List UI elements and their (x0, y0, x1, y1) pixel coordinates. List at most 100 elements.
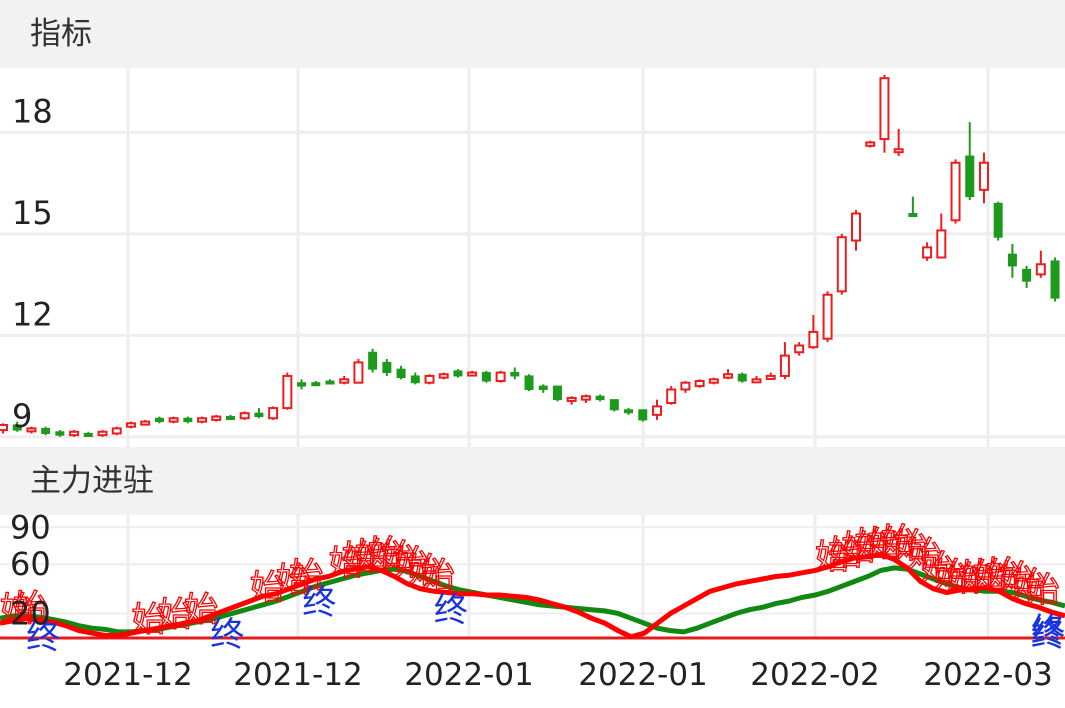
candle (239, 411, 250, 420)
end-signal-label: 终 (26, 617, 60, 657)
candle (154, 416, 164, 424)
candle (580, 394, 591, 404)
start-signal-label: 始 (1026, 571, 1060, 611)
candle (879, 74, 890, 153)
candle (197, 416, 208, 424)
candle (311, 381, 321, 387)
candle (624, 408, 634, 415)
candle (83, 431, 93, 437)
candle (168, 416, 179, 424)
start-signal-label: 始 (868, 524, 902, 564)
start-signal-label: 始 (329, 544, 363, 584)
candle (1035, 250, 1046, 278)
candle (851, 210, 862, 251)
candle (908, 196, 918, 218)
candle (282, 372, 293, 410)
candle (993, 201, 1003, 241)
candle (368, 348, 378, 373)
indicator-panel-title: 指标 (30, 16, 92, 52)
indicator-lines (0, 551, 1065, 640)
candle (1050, 257, 1060, 302)
end-signal-label: 终 (1031, 615, 1065, 655)
candle (751, 375, 762, 384)
start-signal-label: 始 (276, 561, 310, 601)
date-tick-label: 2022-02 (750, 657, 880, 693)
candle (495, 370, 506, 383)
start-signal-label: 始 (855, 525, 889, 565)
date-tick-label: 2021-12 (63, 657, 193, 693)
start-signal-label: 始 (920, 548, 954, 588)
start-signal-label: 始 (986, 555, 1020, 595)
start-signal-label: 始 (13, 588, 47, 628)
candle (467, 370, 478, 377)
start-signal-label: 始 (907, 535, 941, 575)
candle (538, 384, 548, 393)
date-tick-label: 2022-01 (404, 657, 534, 693)
candle (794, 342, 805, 356)
start-signal-label: 始 (934, 556, 968, 596)
start-signal-label: 始 (815, 537, 849, 577)
candle (978, 152, 989, 204)
price-axis: 9 12 15 18 (12, 92, 53, 435)
start-signal-label: 始 (184, 590, 218, 630)
start-signal-label: 始 (131, 600, 165, 640)
start-signal-label: 始 (828, 534, 862, 574)
candle (680, 381, 691, 393)
candle (211, 414, 222, 422)
candle (737, 372, 747, 383)
date-tick-label: 2022-01 (578, 657, 708, 693)
candlestick-series (0, 74, 1060, 437)
indicator-tick-label: 20 (10, 594, 51, 632)
date-axis: 2021-12 2021-12 2022-01 2022-01 2022-02 2022-… (63, 657, 1053, 693)
start-signal-label: 始 (973, 556, 1007, 596)
end-signal-label: 终 (434, 590, 468, 630)
start-signal-label: 始 (381, 537, 415, 577)
candle (723, 369, 734, 380)
start-signal-label: 始 (947, 559, 981, 599)
candle (694, 379, 705, 388)
candle (12, 421, 22, 432)
start-signal-label: 始 (250, 568, 284, 608)
start-signal-label: 始 (841, 529, 875, 569)
indicator-tick-label: 90 (10, 508, 51, 546)
candle (140, 419, 151, 426)
candle (936, 213, 947, 259)
start-signal-label: 始 (421, 556, 455, 596)
candle (638, 409, 648, 422)
price-tick-label: 12 (12, 295, 53, 333)
start-signal-label: 始 (881, 521, 915, 561)
start-signal-label: 始 (408, 551, 442, 591)
capital-entry-panel-header: 主力进驻 (0, 447, 1065, 515)
grid (0, 68, 1065, 640)
candle (651, 399, 662, 420)
candle (836, 233, 847, 295)
candle (297, 379, 307, 390)
start-signal-label: 始 (999, 558, 1033, 598)
start-signal-label: 始 (158, 595, 192, 635)
candle (524, 374, 534, 392)
candle (708, 377, 719, 385)
end-signal-label: 终 (302, 583, 336, 623)
candle (510, 367, 520, 380)
candle (183, 416, 193, 424)
candle (453, 369, 463, 378)
start-signal-label: 始 (394, 544, 428, 584)
candle (1007, 243, 1017, 278)
candle (225, 414, 235, 421)
candle (125, 421, 136, 429)
price-tick-label: 18 (12, 92, 53, 130)
candle (779, 342, 790, 380)
candle (950, 159, 961, 224)
candle (765, 372, 776, 380)
candle (1022, 265, 1032, 288)
candle (325, 379, 335, 385)
start-signal-label: 始 (894, 526, 928, 566)
candle (438, 372, 449, 380)
candle (254, 408, 264, 419)
candle (865, 140, 876, 148)
candle (552, 385, 562, 402)
start-signal-label: 始 (342, 539, 376, 579)
start-signal-label: 始 (0, 590, 34, 630)
